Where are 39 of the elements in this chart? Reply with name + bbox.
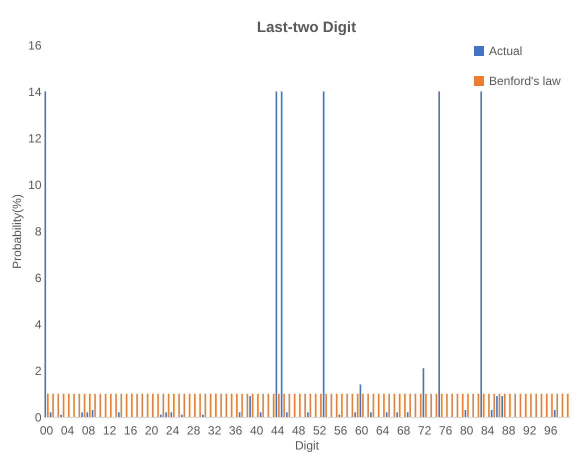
y-tick-label: 8 (34, 224, 42, 238)
x-tick-label: 44 (270, 424, 285, 438)
chart-title: Last-two Digit (256, 19, 356, 36)
x-tick-label: 24 (166, 424, 180, 438)
x-tick-label: 00 (40, 424, 54, 438)
x-tick-label: 12 (102, 424, 117, 438)
x-tick-label: 52 (312, 424, 327, 438)
x-tick-label: 84 (481, 424, 495, 438)
y-tick-label: 16 (28, 38, 42, 52)
x-tick-label: 88 (502, 424, 516, 438)
x-tick-label: 80 (460, 424, 474, 438)
y-tick-label: 0 (34, 410, 42, 424)
y-tick-label: 2 (34, 364, 42, 378)
x-tick-label: 20 (144, 424, 159, 438)
x-tick-label: 68 (396, 424, 411, 438)
y-tick-label: 14 (28, 85, 42, 99)
x-tick-label: 32 (208, 424, 222, 438)
y-tick-label: 4 (34, 318, 42, 332)
x-tick-label: 36 (228, 424, 243, 438)
x-tick-label: 28 (186, 424, 201, 438)
x-tick-label: 96 (544, 424, 558, 438)
x-tick-label: 48 (292, 424, 306, 438)
x-tick-label: 76 (438, 424, 453, 438)
x-axis-title: Digit (294, 438, 320, 452)
x-tick-label: 04 (60, 424, 75, 438)
x-tick-label: 64 (376, 424, 390, 438)
x-tick-label: 92 (523, 424, 537, 438)
x-tick-label: 16 (124, 424, 138, 438)
y-axis-title: Probability(%) (10, 194, 24, 269)
y-tick-label: 12 (28, 132, 42, 146)
x-tick-label: 56 (334, 424, 348, 438)
x-tick-label: 08 (82, 424, 96, 438)
legend-label: Benford's law (489, 74, 561, 88)
legend-label: Actual (489, 44, 522, 58)
y-tick-label: 10 (28, 178, 42, 192)
x-tick-label: 40 (250, 424, 264, 438)
y-tick-label: 6 (34, 271, 42, 285)
x-tick-label: 60 (354, 424, 369, 438)
x-tick-label: 72 (418, 424, 432, 438)
